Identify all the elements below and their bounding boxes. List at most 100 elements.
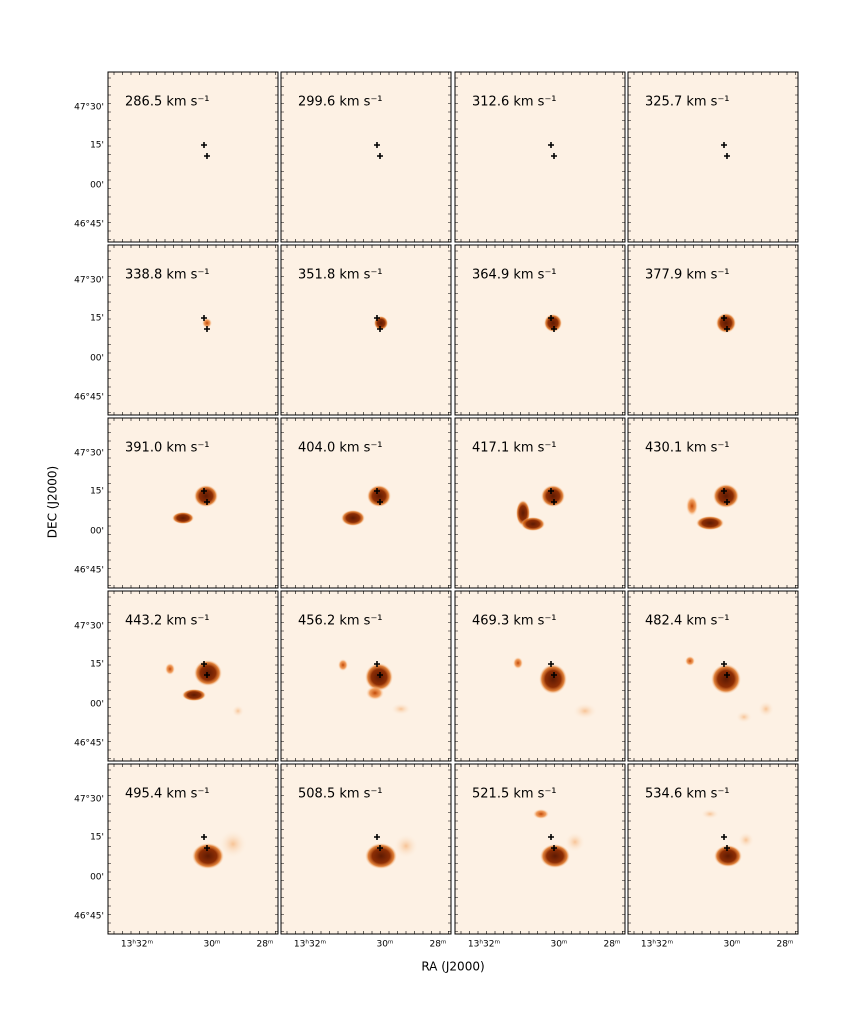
- tick-mark: [108, 72, 278, 242]
- tick-mark: [455, 764, 625, 934]
- tick-mark: [455, 418, 625, 588]
- tick-mark: [281, 591, 451, 761]
- tick-mark: [108, 245, 278, 415]
- velocity-label: 286.5 km s⁻¹: [125, 95, 210, 110]
- tick-mark: [108, 72, 278, 242]
- emission: [685, 656, 695, 666]
- tick-mark: [281, 418, 451, 588]
- velocity-label: 351.8 km s⁻¹: [298, 268, 383, 283]
- tick-mark: [281, 72, 451, 242]
- tick-mark: [108, 245, 278, 415]
- tick-mark: [628, 245, 798, 415]
- tick-mark: [628, 72, 798, 242]
- tick-mark: [455, 591, 625, 761]
- tick-mark: [108, 72, 278, 242]
- tick-mark: [628, 418, 798, 588]
- tick-mark: [455, 591, 625, 761]
- tick-mark: [628, 418, 798, 588]
- tick-mark: [108, 591, 278, 761]
- channel-panel: 534.6 km s⁻¹: [627, 763, 799, 935]
- emission: [365, 843, 397, 869]
- tick-mark: [628, 591, 798, 761]
- tick-mark: [281, 245, 451, 415]
- tick-mark: [628, 418, 798, 588]
- velocity-label: 482.4 km s⁻¹: [645, 614, 730, 629]
- tick-mark: [108, 245, 278, 415]
- emission: [513, 657, 523, 669]
- tick-mark: [281, 418, 451, 588]
- channel-panel: 443.2 km s⁻¹: [107, 590, 279, 762]
- emission: [341, 510, 365, 526]
- tick-mark: [281, 245, 451, 415]
- tick-mark: [281, 418, 451, 588]
- tick-mark: [455, 72, 625, 242]
- tick-mark: [628, 245, 798, 415]
- tick-mark: [628, 418, 798, 588]
- tick-mark: [108, 418, 278, 588]
- tick-mark: [281, 72, 451, 242]
- emission: [219, 830, 247, 858]
- tick-mark: [455, 418, 625, 588]
- velocity-label: 443.2 km s⁻¹: [125, 614, 210, 629]
- channel-panel: 430.1 km s⁻¹: [627, 417, 799, 589]
- tick-mark: [628, 72, 798, 242]
- tick-mark: [108, 591, 278, 761]
- tick-mark: [455, 591, 625, 761]
- emission: [192, 843, 224, 869]
- tick-mark: [628, 591, 798, 761]
- tick-mark: [628, 245, 798, 415]
- tick-mark: [281, 72, 451, 242]
- tick-mark: [455, 764, 625, 934]
- tick-mark: [628, 591, 798, 761]
- tick-mark: [281, 245, 451, 415]
- y-axis-label: DEC (J2000): [46, 466, 60, 538]
- tick-mark: [281, 72, 451, 242]
- tick-mark: [628, 72, 798, 242]
- tick-mark: [455, 591, 625, 761]
- tick-mark: [281, 418, 451, 588]
- panel-background: [281, 72, 451, 242]
- emission: [338, 659, 348, 671]
- tick-mark: [281, 764, 451, 934]
- tick-mark: [628, 418, 798, 588]
- marker-cross: [551, 672, 557, 678]
- tick-mark: [455, 72, 625, 242]
- emission: [686, 496, 698, 516]
- tick-mark: [628, 72, 798, 242]
- tick-mark: [455, 245, 625, 415]
- tick-mark: [455, 245, 625, 415]
- panel-background: [455, 418, 625, 588]
- velocity-label: 404.0 km s⁻¹: [298, 441, 383, 456]
- marker-cross: [377, 326, 383, 332]
- tick-mark: [455, 764, 625, 934]
- tick-mark: [455, 72, 625, 242]
- tick-mark: [108, 245, 278, 415]
- tick-mark: [281, 591, 451, 761]
- panel-background: [108, 418, 278, 588]
- panel-frame: [627, 71, 799, 243]
- tick-mark: [628, 591, 798, 761]
- velocity-label: 377.9 km s⁻¹: [645, 268, 730, 283]
- tick-mark: [281, 591, 451, 761]
- tick-mark: [628, 591, 798, 761]
- emission: [394, 834, 418, 858]
- tick-mark: [108, 418, 278, 588]
- tick-mark: [628, 418, 798, 588]
- tick-mark: [108, 418, 278, 588]
- emission: [573, 703, 597, 719]
- channel-panel: 391.0 km s⁻¹: [107, 417, 279, 589]
- tick-mark: [455, 72, 625, 242]
- tick-mark: [455, 591, 625, 761]
- tick-mark: [108, 245, 278, 415]
- velocity-label: 338.8 km s⁻¹: [125, 268, 210, 283]
- tick-mark: [455, 72, 625, 242]
- tick-mark: [108, 418, 278, 588]
- velocity-label: 534.6 km s⁻¹: [645, 787, 730, 802]
- tick-mark: [628, 764, 798, 934]
- y-tick-label: 47°30': [74, 276, 104, 286]
- tick-mark: [455, 591, 625, 761]
- tick-mark: [281, 72, 451, 242]
- tick-mark: [455, 245, 625, 415]
- tick-mark: [108, 245, 278, 415]
- y-tick-label: 15': [90, 833, 104, 843]
